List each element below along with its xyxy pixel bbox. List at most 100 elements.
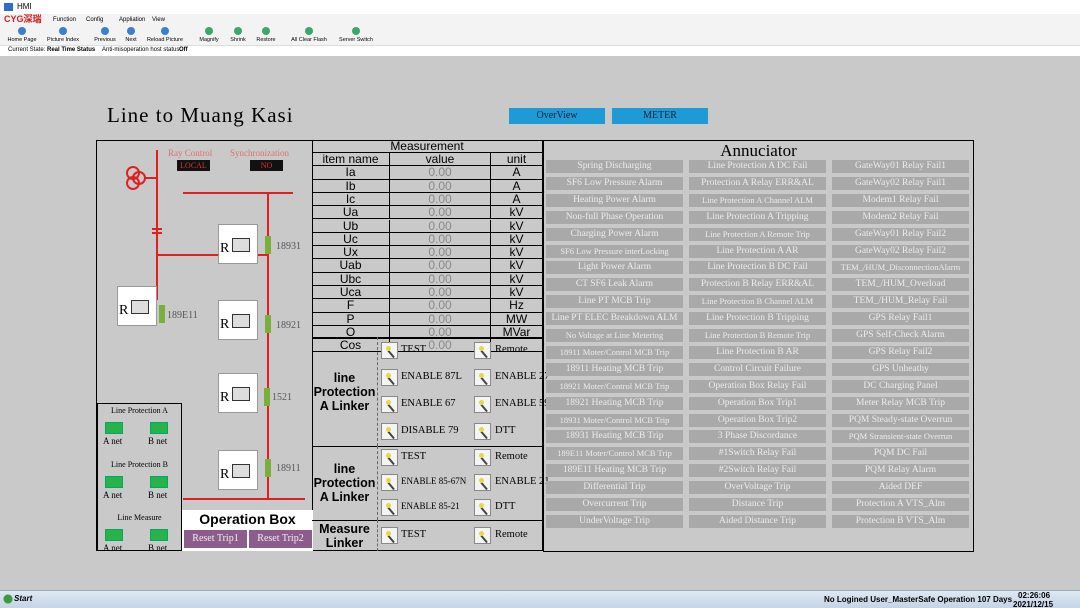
linker-switch[interactable] [474,498,491,516]
network-label: B net [148,543,168,553]
alarm-indicator: Aided Distance Trip [689,514,826,528]
tray-time: 02:26:06 [1018,591,1051,600]
table-cell: Uca [312,285,390,300]
status-value: Off [179,47,188,53]
table-cell: Ua [312,206,390,220]
linker-switch[interactable] [381,474,398,491]
nav-button[interactable]: OverView [509,108,605,124]
toolbar-button[interactable]: Previous [94,37,116,43]
start-button[interactable]: Start [2,592,36,606]
toolbar-icon[interactable] [352,27,360,35]
switch-label: 189E11 [167,310,198,321]
alarm-indicator: TEM_/HUM_Relay Fail [832,295,969,309]
table-cell: 0.00 [390,179,491,193]
toolbar-button[interactable]: Server Switch [339,37,373,43]
local-indicator: LOCAL [177,160,210,171]
toolbar-button[interactable]: Restore [256,37,276,43]
toolbar-icon[interactable] [205,27,213,35]
alarm-indicator: Heating Power Alarm [546,193,683,207]
alarm-indicator: GateWay02 Relay Fail2 [832,244,969,258]
alarm-indicator: Modem1 Relay Fail [832,193,969,207]
linker-switch[interactable] [474,368,491,386]
toolbar-icon[interactable] [101,27,109,35]
alarm-indicator: SF6 Low Pressure Alarm [546,176,683,190]
menu-item[interactable]: Function [53,17,77,23]
toolbar-button[interactable]: Picture Index [46,37,80,43]
table-cell: A [491,192,543,207]
table-cell: 0.00 [390,259,491,273]
nav-button[interactable]: METER [612,108,708,124]
table-cell: A [491,166,543,180]
network-label: A net [103,543,123,553]
alarm-indicator: Operation Box Trip2 [689,413,826,427]
toolbar-button[interactable]: Reload Picture [146,37,184,43]
table-cell: 0.00 [390,272,491,286]
toolbar-button[interactable]: Next [125,37,137,43]
linker-switch[interactable] [381,396,398,414]
alarm-indicator: 18911 Moter/Control MCB Trip [546,345,683,359]
annunciator-panel [543,140,974,552]
table-header: value [390,152,491,167]
toolbar-icon[interactable] [262,27,270,35]
linker-label: Remote [495,528,528,540]
linker-label: TEST [401,528,427,540]
linker-switch[interactable] [381,368,398,386]
network-title: Line Protection B [111,460,168,469]
linker-label: ENABLE 59 [495,398,550,410]
toolbar-icon[interactable] [127,27,135,35]
alarm-indicator: Spring Discharging [546,160,683,173]
table-cell: kV [491,219,543,233]
linker-switch[interactable] [381,423,398,441]
reset-button[interactable]: Reset Trip1 [184,530,247,548]
table-cell: kV [491,232,543,247]
linker-label: ENABLE 87L [401,370,462,382]
toolbar-button[interactable]: All Clear Flash [291,37,327,43]
toolbar-button[interactable]: Shrink [230,37,246,43]
linker-switch[interactable] [474,449,491,467]
toolbar-icon[interactable] [18,27,26,35]
toolbar-icon[interactable] [305,27,313,35]
network-icon [105,422,123,434]
linker-switch[interactable] [381,526,398,544]
linker-switch[interactable] [474,526,491,544]
linker-switch[interactable] [381,449,398,467]
breaker-label: R [220,241,230,256]
toolbar-icon[interactable] [161,27,169,35]
toolbar-button[interactable]: Home Page [7,37,37,43]
annunciator-title: Annuciator [720,141,797,160]
linker-label: ENABLE 27 [495,370,550,382]
window-icon [4,3,13,11]
linker-switch[interactable] [474,474,491,491]
linker-switch[interactable] [474,341,491,359]
toolbar-icon[interactable] [59,27,67,35]
table-header: item name [312,152,390,167]
alarm-indicator: Aided DEF [832,481,969,495]
table-cell: 0.00 [390,325,491,340]
linker-switch[interactable] [381,498,398,516]
switch-label: 1521 [272,392,292,403]
reset-button[interactable]: Reset Trip2 [249,530,312,548]
linker-label: ENABLE 67 [401,398,456,410]
breaker-body [232,464,250,478]
status-bar [0,46,1080,56]
table-cell: 0.00 [390,166,491,180]
linker-switch[interactable] [474,423,491,441]
menu-item[interactable]: View [152,17,165,23]
table-cell: 0.00 [390,299,491,313]
alarm-indicator: 18931 Heating MCB Trip [546,430,683,444]
table-cell: kV [491,272,543,286]
alarm-indicator: Distance Trip [689,498,826,511]
breaker-label: R [119,303,129,318]
network-title: Line Protection A [111,406,168,415]
menu-item[interactable]: Appliation [119,17,146,23]
toolbar-icon[interactable] [234,27,242,35]
alarm-indicator: Differential Trip [546,481,683,495]
alarm-indicator: UnderVoltage Trip [546,514,683,528]
toolbar [0,25,1080,46]
table-header: unit [491,152,543,167]
linker-switch[interactable] [474,396,491,414]
toolbar-button[interactable]: Magnify [199,37,219,43]
menu-item[interactable]: Config [86,17,104,23]
alarm-indicator: Charging Power Alarm [546,227,683,241]
linker-switch[interactable] [381,341,398,359]
